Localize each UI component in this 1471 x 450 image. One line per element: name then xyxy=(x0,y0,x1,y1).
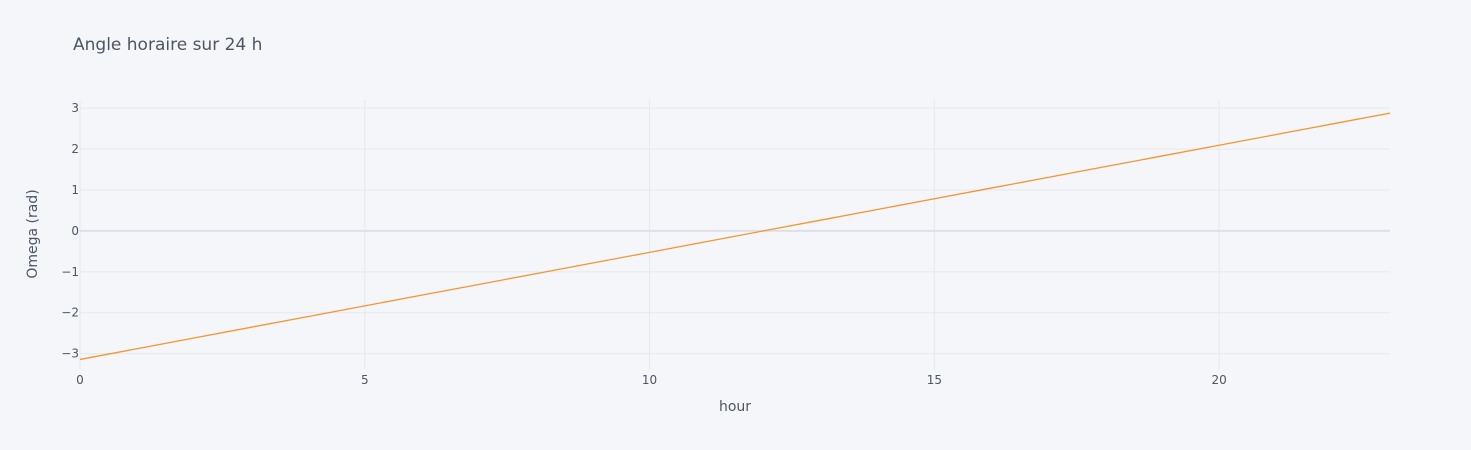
chart-title: Angle horaire sur 24 h xyxy=(73,35,262,55)
y-tick-label: 2 xyxy=(71,142,79,156)
y-axis-title: Omega (rad) xyxy=(25,189,41,278)
x-axis-title: hour xyxy=(719,399,751,415)
x-tick-label: 15 xyxy=(927,373,942,387)
plot-area[interactable] xyxy=(79,112,1391,361)
grid xyxy=(79,100,1390,370)
x-tick-label: 0 xyxy=(76,373,84,387)
x-tick-label: 5 xyxy=(361,373,369,387)
x-tick-label: 20 xyxy=(1211,373,1226,387)
y-tick-label: −2 xyxy=(61,306,79,320)
y-tick-label: 3 xyxy=(71,101,79,115)
y-tick-label: −1 xyxy=(61,265,79,279)
y-tick-label: 1 xyxy=(71,183,79,197)
y-tick-label: 0 xyxy=(71,224,79,238)
y-axis: −3 −2 −1 0 1 2 3 xyxy=(61,101,79,360)
x-tick-label: 10 xyxy=(642,373,657,387)
y-tick-label: −3 xyxy=(61,347,79,361)
x-axis: 0 5 10 15 20 xyxy=(76,373,1227,387)
series-line[interactable] xyxy=(79,112,1391,361)
